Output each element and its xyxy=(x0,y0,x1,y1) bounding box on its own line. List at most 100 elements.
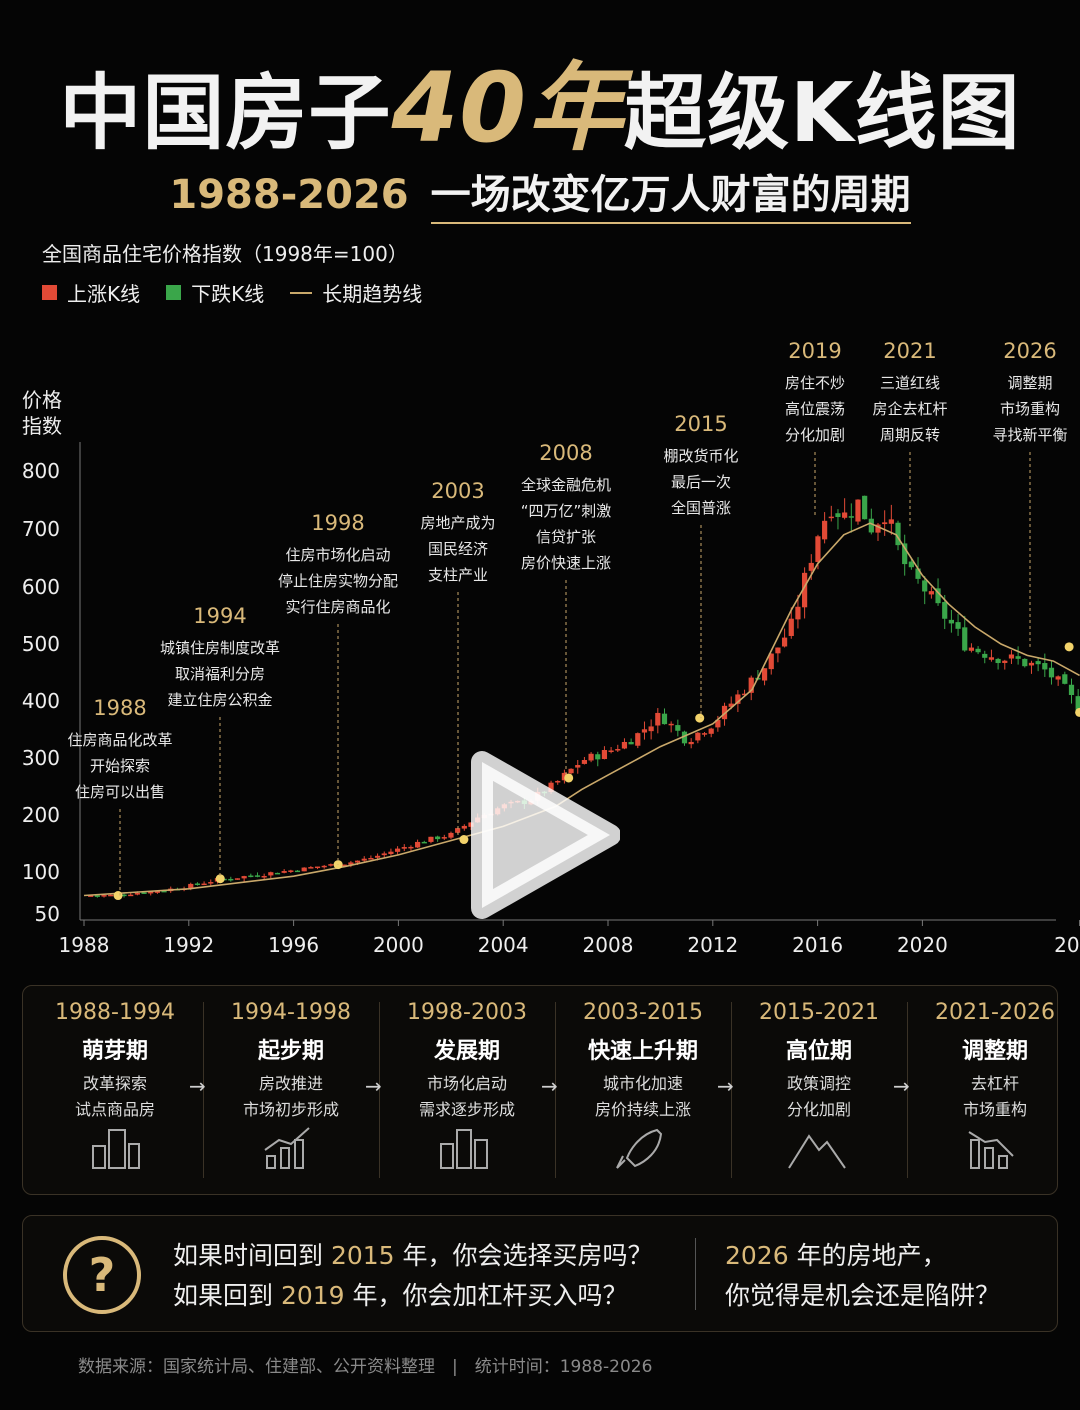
annotation-text: 住房可以出售 xyxy=(75,783,165,801)
candle-up xyxy=(721,705,728,720)
annotation-year: 2003 xyxy=(431,479,484,503)
candle-up xyxy=(575,765,581,768)
legend-up-label: 上涨K线 xyxy=(67,282,141,306)
title-part-3: 超级K线图 xyxy=(624,66,1021,161)
candle-down xyxy=(421,841,427,844)
x-tick-label: 1992 xyxy=(163,933,214,957)
phase-desc: 改革探索 试点商品房 xyxy=(31,1071,199,1123)
annotation-text: 房住不炒 xyxy=(785,374,845,392)
candle-up xyxy=(468,822,474,827)
arrow-right-icon: → xyxy=(717,1074,734,1098)
q3-year: 2026 xyxy=(725,1241,789,1270)
play-icon[interactable] xyxy=(460,750,620,920)
annotation-year: 2019 xyxy=(788,339,841,363)
phase-separator xyxy=(555,1002,556,1178)
phase-desc: 去杠杆 市场重构 xyxy=(911,1071,1079,1123)
candle-up xyxy=(415,841,421,848)
annotation-text: 棚改货币化 xyxy=(663,447,738,465)
candle-up xyxy=(208,882,214,884)
phase-desc-line: 需求逐步形成 xyxy=(418,1100,515,1119)
q1-b: 年，你会选择买房吗？ xyxy=(402,1241,653,1270)
event-marker xyxy=(1064,642,1074,652)
candle-down xyxy=(1022,658,1028,667)
q2-b: 年，你会加杠杆买入吗？ xyxy=(352,1281,628,1310)
candle-down xyxy=(435,836,441,840)
candle-up xyxy=(314,866,321,869)
annotation-text: “四万亿”刺激 xyxy=(521,502,612,520)
candle-up xyxy=(842,512,848,518)
candle-up xyxy=(635,733,641,746)
candle-up xyxy=(128,894,134,897)
candle-up xyxy=(448,832,454,838)
phase-range: 2021-2026 xyxy=(935,1000,1055,1025)
candle-down xyxy=(595,754,601,760)
city-icon xyxy=(440,1129,488,1169)
annotation-text: 取消福利分房 xyxy=(175,665,265,683)
y-axis-label: 指数 xyxy=(22,414,62,438)
phase-desc-line: 房改推进 xyxy=(258,1074,323,1093)
candle-down xyxy=(975,648,981,653)
phase-separator xyxy=(379,1002,380,1178)
question-left: 如果时间回到 2015 年，你会选择买房吗？ 如果回到 2019 年，你会加杠杆… xyxy=(173,1236,653,1316)
arrow-right-icon: → xyxy=(541,1074,558,1098)
annotation-text: 开始探索 xyxy=(90,757,150,775)
candle-down xyxy=(94,895,100,897)
candle-up xyxy=(461,825,467,829)
event-marker xyxy=(695,713,705,723)
phase-range: 1998-2003 xyxy=(407,1000,527,1025)
candle-down xyxy=(835,513,841,518)
arrow-right-icon: → xyxy=(893,1074,910,1098)
candle-up xyxy=(568,768,574,774)
candle-up xyxy=(361,858,367,861)
phase-name: 高位期 xyxy=(785,1039,852,1064)
decline-chart-icon xyxy=(968,1131,1014,1169)
candle-up xyxy=(374,855,381,858)
candle-up xyxy=(555,780,561,783)
candle-up xyxy=(1002,660,1008,663)
candle-down xyxy=(274,872,281,875)
candle-up xyxy=(875,524,881,533)
candle-up xyxy=(288,870,294,872)
candle-down xyxy=(995,658,1001,664)
candle-down xyxy=(1068,684,1075,696)
candle-up xyxy=(601,750,608,760)
candle-up xyxy=(381,853,387,856)
candle-up xyxy=(768,653,774,670)
mountain-icon xyxy=(788,1134,846,1169)
candle-up xyxy=(882,522,888,525)
candle-down xyxy=(675,725,681,731)
candle-down xyxy=(121,894,127,897)
q2-year: 2019 xyxy=(280,1281,345,1310)
y-tick-label: 100 xyxy=(22,860,60,884)
candle-down xyxy=(1048,667,1055,678)
candle-down xyxy=(862,495,868,520)
phase-name: 萌芽期 xyxy=(81,1039,148,1064)
buildings-icon xyxy=(92,1129,140,1169)
candle-down xyxy=(922,580,928,592)
phase-separator xyxy=(731,1002,732,1178)
annotation-text: 高位震荡 xyxy=(785,400,845,418)
y-tick-label: 700 xyxy=(22,517,60,541)
annotation-text: 住房商品化改革 xyxy=(67,731,172,749)
growth-chart-icon xyxy=(264,1127,310,1169)
question-right: 2026 年的房地产， 你觉得是机会还是陷阱？ xyxy=(725,1236,1000,1316)
x-tick-label: 1988 xyxy=(59,933,110,957)
candle-up xyxy=(802,572,808,608)
candle-down xyxy=(661,713,668,725)
phase-card: 2015-2021 高位期 政策调控 分化加剧 xyxy=(735,986,903,1194)
candle-up xyxy=(368,857,374,860)
annotation-year: 2026 xyxy=(1003,339,1056,363)
candle-up xyxy=(561,772,568,781)
candle-down xyxy=(895,522,901,546)
phase-card: 1998-2003 发展期 市场化启动 需求逐步形成 xyxy=(383,986,551,1194)
candle-down xyxy=(982,653,988,658)
annotation-text: 建立住房公积金 xyxy=(167,691,272,709)
candle-up xyxy=(741,693,748,696)
candle-up xyxy=(928,591,934,595)
candle-down xyxy=(1042,663,1048,670)
annotation-text: 房企去杠杆 xyxy=(872,400,947,418)
annotation-text: 市场重构 xyxy=(1000,400,1060,418)
arrow-right-icon: → xyxy=(189,1074,206,1098)
phase-range: 1988-1994 xyxy=(55,1000,175,1025)
phase-card: 2021-2026 调整期 去杠杆 市场重构 xyxy=(911,986,1079,1194)
